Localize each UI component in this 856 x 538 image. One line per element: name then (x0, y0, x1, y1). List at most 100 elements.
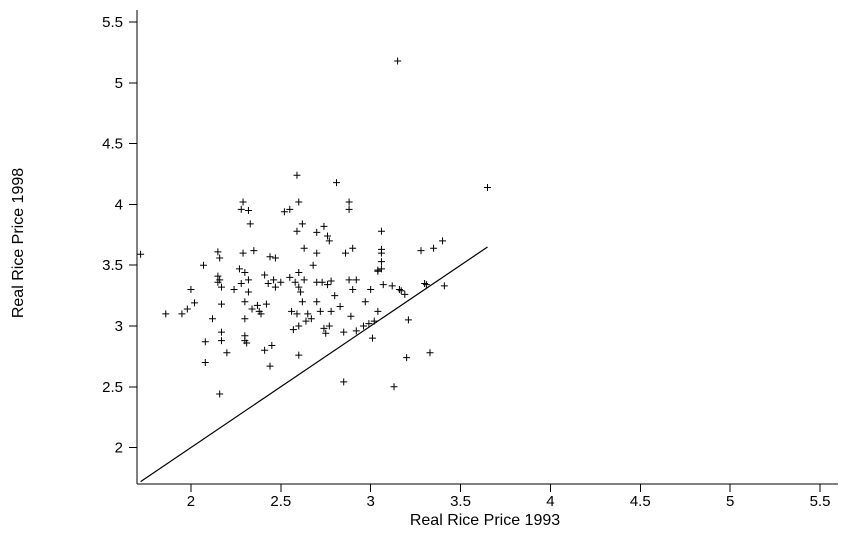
data-point (345, 198, 353, 206)
data-point (244, 288, 252, 296)
data-point (217, 283, 225, 291)
data-point (304, 310, 312, 318)
x-tick-label: 3 (366, 493, 374, 510)
data-point (214, 248, 222, 256)
y-tick-label: 4.5 (102, 136, 123, 153)
data-point (239, 198, 247, 206)
data-point (243, 339, 251, 347)
data-point (137, 250, 145, 258)
y-tick-label: 5 (115, 75, 123, 92)
data-point (331, 292, 339, 300)
data-point (241, 315, 249, 323)
data-point (162, 310, 170, 318)
data-point (347, 312, 355, 320)
data-point (313, 228, 321, 236)
data-point (340, 378, 348, 386)
data-point (293, 171, 301, 179)
data-point (349, 244, 357, 252)
data-point (320, 324, 328, 332)
data-point (300, 244, 308, 252)
data-point (379, 281, 387, 289)
data-point (264, 279, 272, 287)
data-point (295, 322, 303, 330)
data-point (340, 328, 348, 336)
data-point (241, 269, 249, 277)
data-point (300, 276, 308, 284)
data-point (280, 208, 288, 216)
data-point (401, 290, 409, 298)
data-point (422, 281, 430, 289)
data-point (208, 315, 216, 323)
data-point (217, 328, 225, 336)
data-point (325, 322, 333, 330)
data-point (250, 247, 258, 255)
x-tick-label: 2.5 (270, 493, 291, 510)
data-point (377, 245, 385, 253)
data-point (295, 283, 303, 291)
data-point (316, 307, 324, 315)
data-point (244, 207, 252, 215)
data-point (270, 276, 278, 284)
data-point (368, 334, 376, 342)
data-point (216, 390, 224, 398)
data-point (374, 307, 382, 315)
data-point (440, 282, 448, 290)
data-point (253, 301, 261, 309)
data-point (178, 310, 186, 318)
axes (136, 10, 838, 485)
x-tick-label: 4 (546, 493, 554, 510)
data-point (342, 249, 350, 257)
data-point (302, 317, 310, 325)
data-point (365, 320, 373, 328)
data-point (288, 307, 296, 315)
data-point (271, 283, 279, 291)
data-point (266, 362, 274, 370)
x-tick-label: 2 (187, 493, 195, 510)
data-point (237, 279, 245, 287)
data-point (201, 338, 209, 346)
data-point (336, 303, 344, 311)
data-point (325, 237, 333, 245)
data-point (320, 222, 328, 230)
data-point (403, 354, 411, 362)
data-point (298, 298, 306, 306)
x-axis-title: Real Rice Price 1993 (410, 512, 560, 529)
data-point (241, 298, 249, 306)
data-point (244, 276, 252, 284)
data-point (430, 244, 438, 252)
data-point (377, 258, 385, 266)
y-tick-label: 3 (115, 318, 123, 335)
y-tick-label: 4 (115, 196, 123, 213)
data-point (214, 272, 222, 280)
data-point (374, 266, 382, 274)
x-tick-label: 4.5 (630, 493, 651, 510)
data-point (439, 237, 447, 245)
data-point (352, 327, 360, 335)
data-point (237, 205, 245, 213)
y-tick-label: 3.5 (102, 257, 123, 274)
data-point (216, 254, 224, 262)
data-point (327, 307, 335, 315)
data-point (295, 198, 303, 206)
data-point (388, 282, 396, 290)
data-point (262, 300, 270, 308)
y-tick-label: 2.5 (102, 379, 123, 396)
data-point (352, 276, 360, 284)
data-point (217, 300, 225, 308)
data-point (327, 277, 335, 285)
data-point (183, 305, 191, 313)
reference-line (140, 246, 488, 483)
data-point (345, 276, 353, 284)
data-points (137, 57, 491, 398)
data-point (404, 316, 412, 324)
data-point (293, 310, 301, 318)
data-point (291, 278, 299, 286)
data-point (377, 265, 385, 273)
data-point (349, 286, 357, 294)
y-tick-label: 5.5 (102, 14, 123, 31)
reference-line-group (140, 246, 488, 483)
data-point (266, 253, 274, 261)
x-tick-label: 3.5 (450, 493, 471, 510)
data-point (359, 322, 367, 330)
